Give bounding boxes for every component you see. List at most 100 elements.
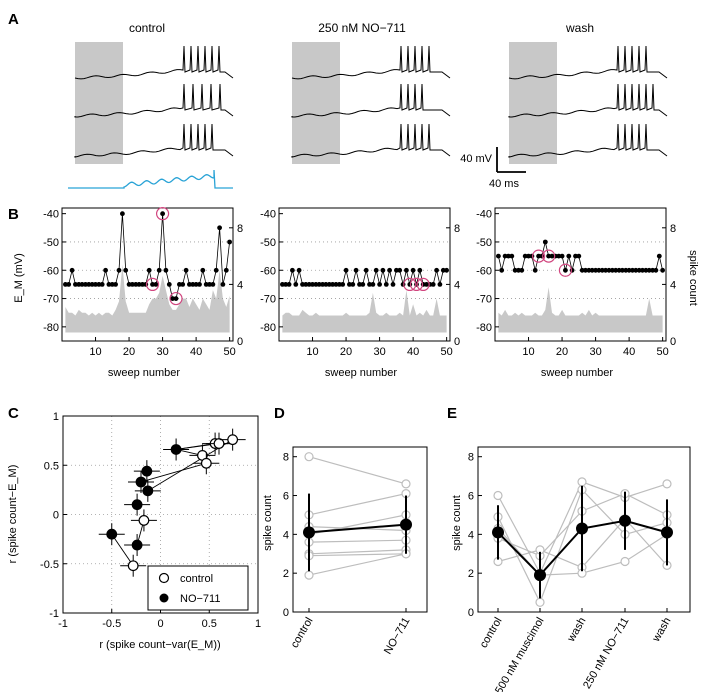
individual-point (535, 597, 545, 607)
y-tick-label: 2 (468, 568, 474, 580)
highlighted-sweep-ring (558, 263, 573, 277)
spike-count-point (156, 267, 162, 273)
right-tick-label: 4 (454, 279, 460, 291)
mean-point (576, 522, 588, 535)
x-tick-label: 30 (156, 346, 168, 358)
y-tick-label: -40 (476, 209, 492, 221)
spike-count-point (293, 282, 299, 287)
spike-count-point (96, 282, 102, 287)
highlighted-sweep-ring (409, 277, 424, 292)
spike-count-point (593, 267, 598, 273)
c-xlabel: r (spike count−var(E_M)) (99, 639, 220, 651)
em-variance-band (498, 287, 663, 333)
spike-count-point (370, 282, 376, 287)
y-tick-label: 4 (468, 529, 474, 541)
spike-count-point (583, 267, 588, 273)
spike-count-point (499, 267, 505, 273)
individual-point (304, 570, 314, 580)
spike-count-point (606, 267, 612, 273)
spike-count-point (123, 267, 129, 273)
voltage-trace (74, 83, 234, 118)
spike-count-point (410, 267, 416, 273)
em-variance-band (282, 290, 447, 333)
panel-label-a: A (8, 11, 19, 28)
spike-count-point (404, 267, 409, 273)
spike-count-point (496, 253, 501, 259)
point-control (227, 434, 239, 446)
spike-count-point (323, 282, 329, 287)
spike-count-point (373, 267, 379, 273)
spike-count-point (444, 267, 449, 273)
scale-bar: 40 mV 40 ms (460, 147, 526, 190)
spike-count-point (542, 239, 548, 245)
spike-count-point (522, 253, 528, 259)
spike-count-point (316, 282, 322, 287)
stimulus-shade (75, 42, 123, 164)
y-tick-label: -70 (260, 294, 276, 306)
spike-count-point (440, 267, 446, 273)
spike-count-point (99, 282, 105, 287)
right-tick-label: 8 (454, 223, 460, 235)
individual-line (308, 553, 407, 576)
spike-count-point (569, 267, 575, 273)
spike-count-point (506, 253, 511, 259)
axes-frame (292, 446, 428, 613)
y-tick-label: -80 (476, 322, 492, 334)
right-tick-label: 0 (454, 336, 460, 348)
spike-count-point (586, 267, 592, 273)
spike-count-point (140, 282, 145, 287)
b-ylabel: E_M (mV) (13, 253, 25, 303)
spike-count-point (630, 267, 635, 273)
spike-count-point (400, 282, 406, 287)
y-tick-label: -1 (49, 608, 59, 620)
y-tick-label: -80 (43, 322, 59, 334)
spike-count-point (643, 267, 649, 273)
y-tick-label: -0.5 (40, 559, 59, 571)
stimulus-shade (509, 42, 557, 164)
voltage-trace (291, 123, 451, 158)
spike-count-point (69, 267, 75, 273)
legend-marker-no711 (159, 593, 169, 603)
spike-count-point (502, 253, 508, 259)
y-tick-label: -80 (260, 322, 276, 334)
spike-count-point (106, 282, 112, 287)
highlighted-sweep-ring (542, 249, 556, 263)
spike-count-point (220, 282, 226, 287)
spike-count-point (536, 253, 541, 259)
panel-label-b: B (8, 206, 19, 223)
spike-count-point (576, 253, 582, 259)
axes-frame (278, 207, 451, 342)
spike-count-point (559, 253, 565, 259)
y-tick-label: 0 (53, 510, 59, 522)
b-xlabel-wash: sweep number (541, 367, 613, 379)
x-tick-label: 40 (623, 346, 635, 358)
spike-count-point (509, 253, 515, 259)
spike-count-point (280, 282, 285, 287)
y-tick-label: 6 (283, 491, 289, 503)
right-tick-label: 8 (670, 223, 676, 235)
spike-count-point (183, 267, 189, 273)
y-tick-label: -50 (260, 237, 276, 249)
spike-count-point (623, 267, 629, 273)
highlighted-sweep-ring (155, 207, 170, 221)
spike-count-point (210, 282, 216, 287)
b-ylabel-right: spike count (687, 250, 699, 306)
highlighted-sweep-ring (403, 277, 417, 292)
trace-title-no711: 250 nM NO−711 (318, 21, 406, 35)
spike-count-point (532, 267, 538, 273)
spike-count-point (197, 282, 202, 287)
spike-count-point (620, 267, 625, 273)
highlighted-sweep-ring (416, 277, 430, 292)
spike-count-point (526, 253, 531, 259)
spike-count-point (283, 282, 289, 287)
y-tick-label: 8 (468, 452, 474, 464)
spike-count-point (650, 267, 655, 273)
x-tick-label: -0.5 (102, 618, 121, 630)
spike-count-point (610, 267, 615, 273)
spike-count-point (390, 282, 396, 287)
b-plot: 10 20 30 40 50 -40 -50 -60 -70 -80 0 4 8 (476, 207, 676, 358)
right-tick-label: 4 (670, 279, 676, 291)
spike-count-point (539, 253, 545, 259)
